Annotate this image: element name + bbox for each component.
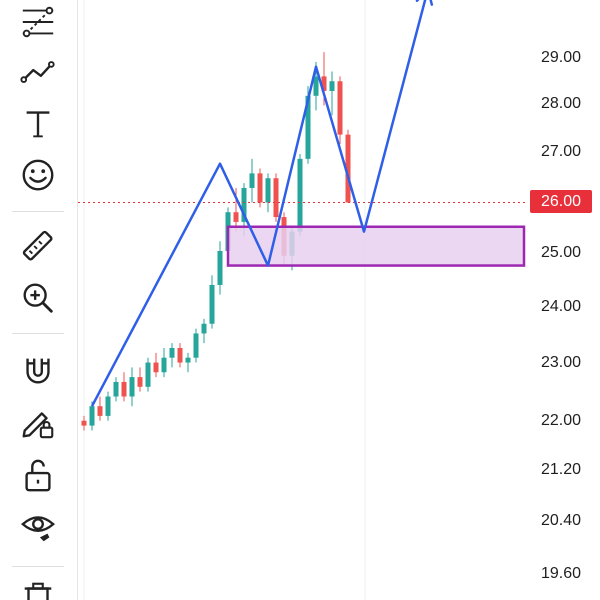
demand-zone-rectangle xyxy=(226,225,526,267)
zigzag-projection-line xyxy=(90,0,427,407)
candle-body xyxy=(105,396,111,416)
candle-body xyxy=(121,381,127,397)
candles-layer xyxy=(81,52,351,431)
emoji-tool[interactable] xyxy=(14,153,62,197)
candle-body xyxy=(313,76,319,96)
candle-body xyxy=(177,348,183,363)
candle-body xyxy=(217,251,223,285)
ruler-tool[interactable] xyxy=(14,224,62,268)
candle-body xyxy=(265,178,271,203)
zoom-in-icon xyxy=(23,283,53,313)
candle-body xyxy=(193,333,199,358)
price-axis-label: 27.00 xyxy=(540,143,582,160)
price-axis-label: 21.20 xyxy=(540,461,582,478)
current-price-badge: 26.00 xyxy=(530,190,592,213)
toolbar-divider xyxy=(12,566,64,567)
unlock-icon xyxy=(25,459,51,492)
trend-line-icon xyxy=(20,61,55,83)
candle-body xyxy=(305,95,311,159)
price-axis-label: 22.00 xyxy=(540,412,582,429)
chart-grid xyxy=(83,0,366,600)
pencil-lock-icon xyxy=(22,412,54,439)
price-axis-label: 29.00 xyxy=(540,49,582,66)
price-axis-label: 25.00 xyxy=(540,244,582,261)
candle-body xyxy=(257,173,263,203)
candle-body xyxy=(169,348,175,358)
text-tool[interactable] xyxy=(14,102,62,146)
candle-body xyxy=(129,377,135,397)
price-axis-label: 23.00 xyxy=(540,354,582,371)
trend-line-tool[interactable] xyxy=(14,50,62,94)
unlock-tool[interactable] xyxy=(14,453,62,497)
candle-body xyxy=(137,377,143,387)
candle-body xyxy=(345,134,351,203)
candle-body xyxy=(241,187,247,222)
candle-body xyxy=(161,357,167,373)
candle-body xyxy=(201,323,207,334)
candle-body xyxy=(153,362,159,373)
price-axis-label: 28.00 xyxy=(540,95,582,112)
fib-retracement-icon xyxy=(22,6,54,38)
pencil-lock-tool[interactable] xyxy=(14,400,62,444)
candle-body xyxy=(273,178,279,218)
candle-body xyxy=(81,420,87,426)
candle-body xyxy=(233,212,239,222)
candle-body xyxy=(145,362,151,387)
candle-body xyxy=(209,284,215,324)
price-chart[interactable] xyxy=(78,0,600,600)
candle-body xyxy=(89,406,95,426)
trash-icon xyxy=(24,582,52,600)
candle-body xyxy=(249,173,255,188)
toolbar-divider xyxy=(12,333,64,334)
magnet-tool[interactable] xyxy=(14,348,62,392)
candle-body xyxy=(113,381,119,397)
price-axis-label: 24.00 xyxy=(540,298,582,315)
magnet-icon xyxy=(26,358,50,384)
candle-body xyxy=(337,81,343,135)
drawings-layer xyxy=(78,0,528,407)
fib-retracement-tool[interactable] xyxy=(14,0,62,44)
chart-area[interactable]: 29.00 28.00 27.00 26.00 25.00 24.00 23.0… xyxy=(78,0,600,600)
drawing-toolbar xyxy=(0,0,78,600)
candle-body xyxy=(185,357,191,363)
price-axis-label: 19.60 xyxy=(540,565,582,582)
candle-body xyxy=(97,406,103,416)
delete-tool[interactable] xyxy=(14,576,62,600)
toolbar-divider xyxy=(12,211,64,212)
candle-body xyxy=(329,81,335,91)
emoji-icon xyxy=(22,159,54,191)
candle-body xyxy=(297,158,303,232)
visibility-tool[interactable] xyxy=(14,504,62,548)
zoom-in-tool[interactable] xyxy=(14,276,62,320)
text-icon xyxy=(26,111,50,138)
ruler-icon xyxy=(22,230,53,261)
candle-body xyxy=(321,76,327,91)
eye-icon xyxy=(20,516,56,542)
price-axis-label: 20.40 xyxy=(540,512,582,529)
